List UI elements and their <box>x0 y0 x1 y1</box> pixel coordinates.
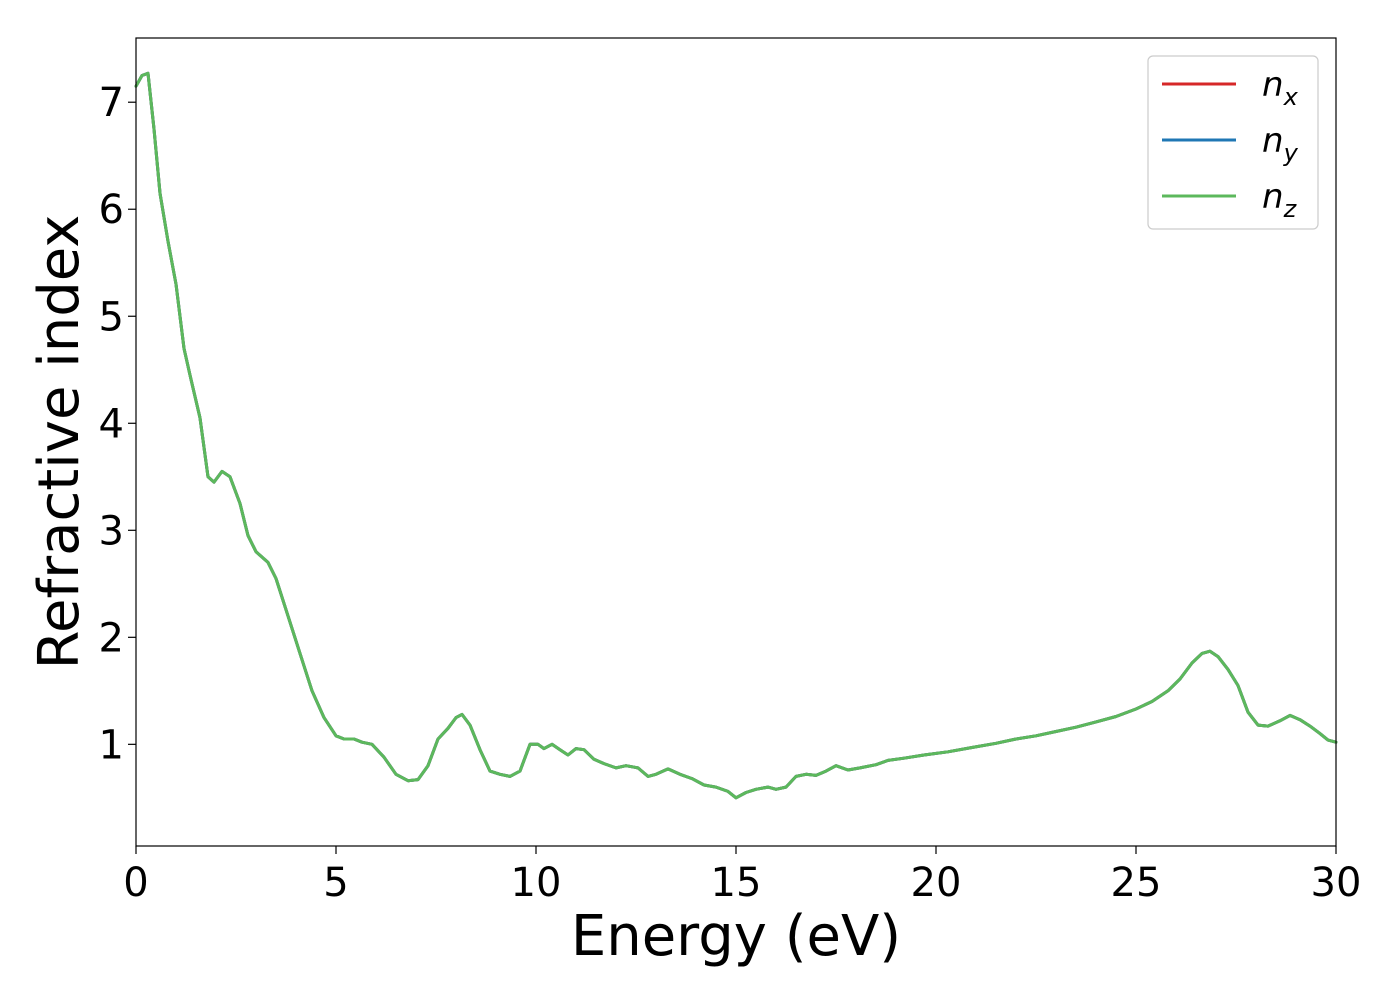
legend-label-n-x: nx <box>1262 65 1299 111</box>
legend-box <box>1147 55 1319 230</box>
legend-label-subscript: y <box>1283 139 1299 167</box>
y-axis-ticks: 1 2 3 4 5 6 7 <box>99 80 136 768</box>
y-tick-label: 2 <box>99 615 124 661</box>
x-tick-label: 5 <box>323 860 348 906</box>
y-tick-label: 7 <box>99 80 124 126</box>
x-axis-title: Energy (eV) <box>571 904 901 969</box>
y-tick-label: 1 <box>99 722 124 768</box>
series-line-n-z <box>134 71 1338 800</box>
legend-label-subscript: z <box>1283 195 1298 223</box>
x-tick-label: 15 <box>711 860 762 906</box>
x-tick-label: 25 <box>1111 860 1162 906</box>
y-axis-title: Refractive index <box>27 215 92 670</box>
x-axis-ticks: 0 5 10 15 20 25 30 <box>123 846 1361 906</box>
legend-label-base: n <box>1262 65 1284 105</box>
y-tick-label: 6 <box>99 187 124 233</box>
x-tick-label: 0 <box>123 860 148 906</box>
legend-label-base: n <box>1262 177 1284 217</box>
y-tick-label: 3 <box>99 508 124 554</box>
legend-label-subscript: x <box>1283 83 1299 111</box>
legend-label-n-z: nz <box>1262 177 1298 223</box>
x-tick-label: 20 <box>911 860 962 906</box>
legend-label-base: n <box>1262 121 1284 161</box>
series-layer <box>134 71 1338 800</box>
y-tick-label: 4 <box>99 401 124 447</box>
y-tick-label: 5 <box>99 294 124 340</box>
legend-label-n-y: ny <box>1262 121 1299 167</box>
x-tick-label: 30 <box>1311 860 1362 906</box>
x-tick-label: 10 <box>511 860 562 906</box>
